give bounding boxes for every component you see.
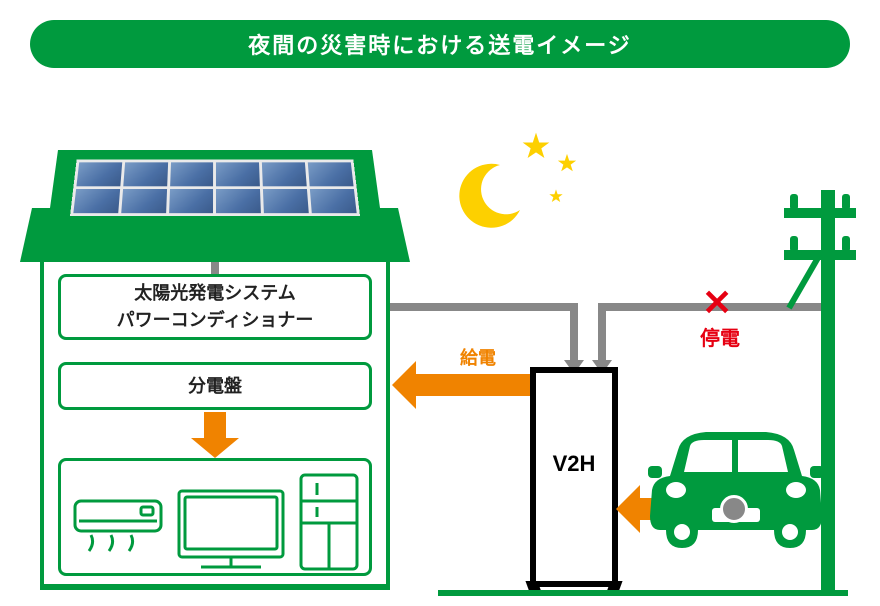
solar-panel	[70, 160, 360, 216]
pole-insulator	[790, 236, 798, 252]
star-icon	[520, 130, 552, 162]
star-icon	[548, 188, 564, 204]
supply-arrow-car-head	[616, 485, 640, 533]
appliances-box	[58, 458, 372, 576]
pole-insulator	[842, 194, 850, 210]
appliances-illustration	[61, 461, 375, 579]
title-text: 夜間の災害時における送電イメージ	[248, 28, 632, 60]
charge-port-icon	[720, 495, 748, 523]
outage-label: 停電	[700, 322, 740, 351]
title-banner: 夜間の災害時における送電イメージ	[30, 20, 850, 68]
x-icon: ✕	[702, 282, 732, 324]
v2h-unit: V2H	[530, 367, 618, 587]
pole-brace	[786, 255, 821, 310]
inverter-label: 太陽光発電システム パワーコンディショナー	[117, 280, 314, 334]
moon-icon	[450, 155, 530, 240]
star-icon	[556, 152, 578, 174]
distribution-label: 分電盤	[188, 373, 242, 400]
distribution-box: 分電盤	[58, 362, 372, 410]
supply-arrow-left-head	[392, 361, 416, 409]
supply-arrow-down	[204, 412, 226, 440]
wire	[390, 303, 575, 311]
inverter-box: 太陽光発電システム パワーコンディショナー	[58, 274, 372, 340]
ground-line	[438, 590, 848, 596]
pole-insulator	[842, 236, 850, 252]
v2h-label: V2H	[536, 451, 612, 477]
power-diagram: 太陽光発電システム パワーコンディショナー 分電盤	[0, 100, 880, 606]
pole-insulator	[790, 194, 798, 210]
supply-arrow-left	[416, 374, 536, 396]
roof-lower	[20, 208, 410, 262]
supply-arrow-down-head	[191, 438, 239, 458]
supply-label-1: 給電	[460, 344, 496, 370]
